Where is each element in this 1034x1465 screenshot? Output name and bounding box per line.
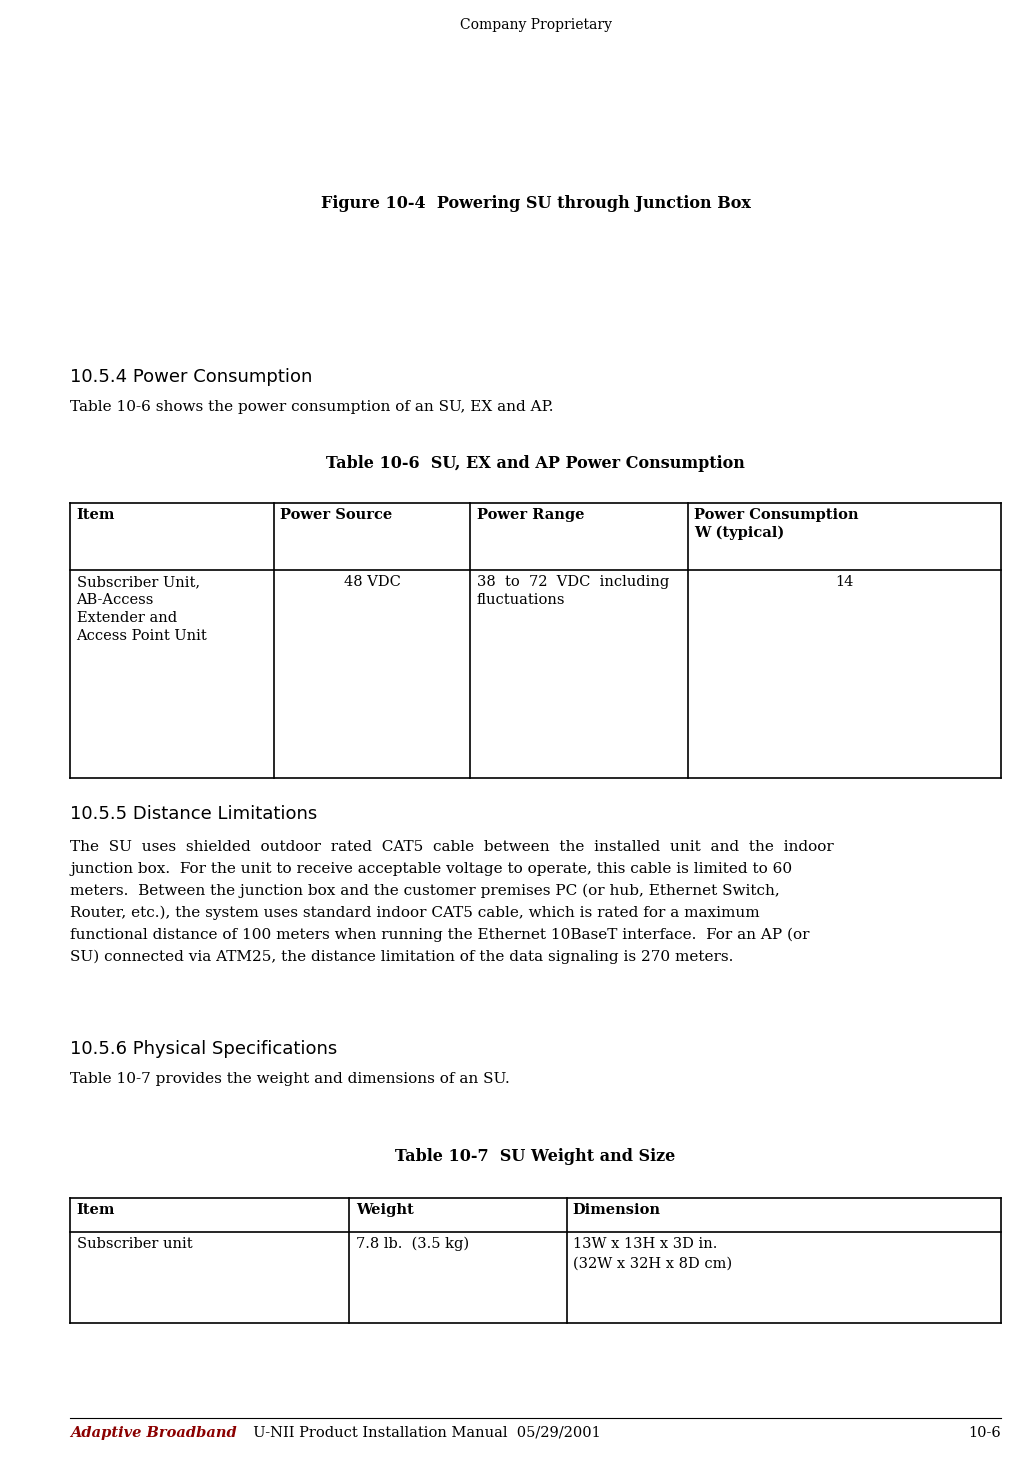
Text: Router, etc.), the system uses standard indoor CAT5 cable, which is rated for a : Router, etc.), the system uses standard … (70, 905, 760, 920)
Text: 38  to  72  VDC  including
fluctuations: 38 to 72 VDC including fluctuations (477, 574, 669, 607)
Text: 7.8 lb.  (3.5 kg): 7.8 lb. (3.5 kg) (356, 1236, 468, 1251)
Text: Item: Item (77, 1203, 115, 1217)
Text: Power Range: Power Range (477, 508, 584, 522)
Text: 10.5.6 Physical Specifications: 10.5.6 Physical Specifications (70, 1040, 337, 1058)
Text: Table 10-7  SU Weight and Size: Table 10-7 SU Weight and Size (395, 1149, 676, 1165)
Text: Table 10-7 provides the weight and dimensions of an SU.: Table 10-7 provides the weight and dimen… (70, 1072, 510, 1086)
Text: Subscriber Unit,
AB-Access
Extender and
Access Point Unit: Subscriber Unit, AB-Access Extender and … (77, 574, 207, 643)
Text: Company Proprietary: Company Proprietary (459, 18, 612, 32)
Text: SU) connected via ATM25, the distance limitation of the data signaling is 270 me: SU) connected via ATM25, the distance li… (70, 949, 734, 964)
Text: Dimension: Dimension (573, 1203, 661, 1217)
Text: Power Source: Power Source (280, 508, 393, 522)
Text: Figure 10-4  Powering SU through Junction Box: Figure 10-4 Powering SU through Junction… (321, 195, 751, 212)
Text: junction box.  For the unit to receive acceptable voltage to operate, this cable: junction box. For the unit to receive ac… (70, 861, 792, 876)
Text: Adaptive Broadband: Adaptive Broadband (70, 1425, 237, 1440)
Text: meters.  Between the junction box and the customer premises PC (or hub, Ethernet: meters. Between the junction box and the… (70, 883, 780, 898)
Text: functional distance of 100 meters when running the Ethernet 10BaseT interface.  : functional distance of 100 meters when r… (70, 927, 810, 942)
Text: Table 10-6 shows the power consumption of an SU, EX and AP.: Table 10-6 shows the power consumption o… (70, 400, 554, 415)
Text: 14: 14 (835, 574, 853, 589)
Text: 48 VDC: 48 VDC (343, 574, 401, 589)
Text: Table 10-6  SU, EX and AP Power Consumption: Table 10-6 SU, EX and AP Power Consumpti… (326, 456, 746, 472)
Text: Subscriber unit: Subscriber unit (77, 1236, 192, 1251)
Text: Item: Item (77, 508, 115, 522)
Text: U-NII Product Installation Manual  05/29/2001: U-NII Product Installation Manual 05/29/… (244, 1425, 601, 1440)
Text: 10.5.4 Power Consumption: 10.5.4 Power Consumption (70, 368, 312, 385)
Text: Power Consumption
W (typical): Power Consumption W (typical) (694, 508, 858, 541)
Text: The  SU  uses  shielded  outdoor  rated  CAT5  cable  between  the  installed  u: The SU uses shielded outdoor rated CAT5 … (70, 839, 834, 854)
Text: Weight: Weight (356, 1203, 414, 1217)
Text: 10.5.5 Distance Limitations: 10.5.5 Distance Limitations (70, 804, 317, 823)
Text: 13W x 13H x 3D in.
(32W x 32H x 8D cm): 13W x 13H x 3D in. (32W x 32H x 8D cm) (573, 1236, 732, 1270)
Text: 10-6: 10-6 (968, 1425, 1001, 1440)
